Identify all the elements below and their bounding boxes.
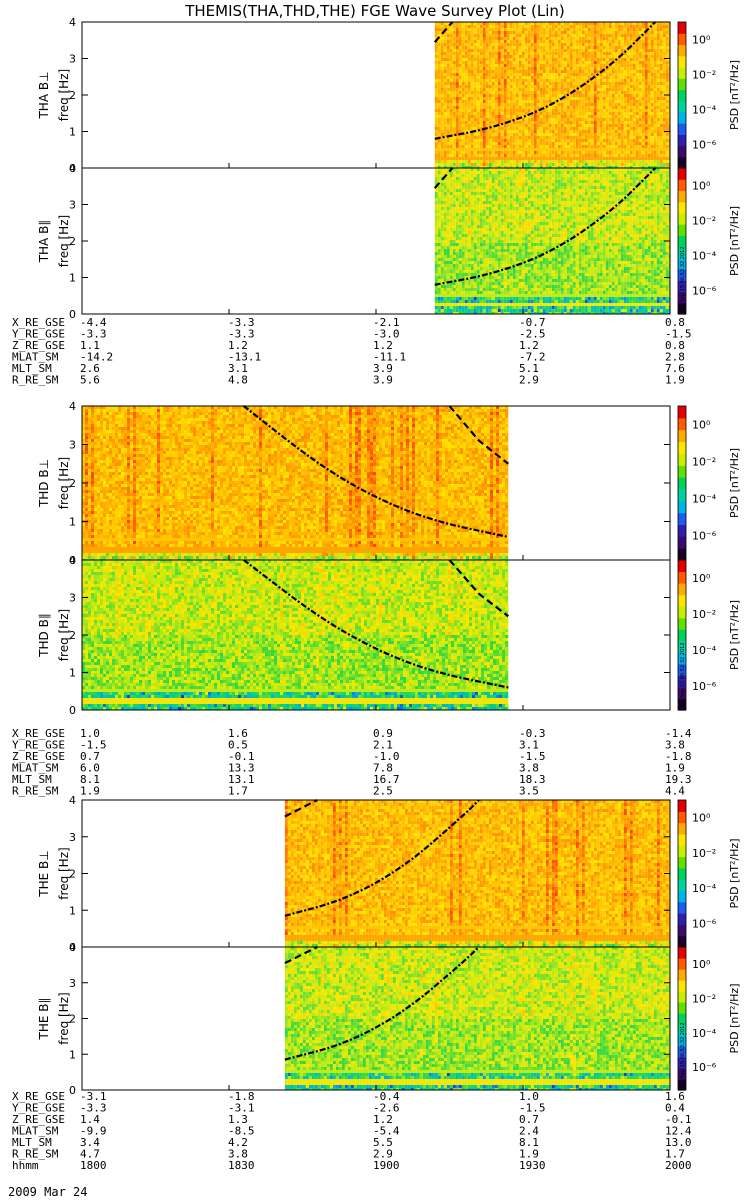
survey-plot: THEMIS(THA,THD,THE) FGE Wave Survey Plot… <box>0 0 750 1200</box>
y-tick-label: 0 <box>69 1084 76 1097</box>
colorbar-label: PSD [nT²/Hz] <box>728 448 741 518</box>
colorbar-tick-label: 10⁰ <box>692 572 711 585</box>
colorbar-tick-label: 10⁻⁴ <box>692 492 717 505</box>
time-tick-label: 1930 <box>519 1159 546 1172</box>
colorbar-tick-label: 10⁻⁶ <box>692 1061 717 1074</box>
orbit-label: R_RE_SM <box>12 374 59 387</box>
colorbar-tick-label: 10⁻⁶ <box>692 529 717 542</box>
date-label: 2009 Mar 24 <box>8 1185 87 1199</box>
y-tick-label: 3 <box>69 439 76 452</box>
panel-label: THA B∥ <box>37 220 51 264</box>
colorbar-tick-label: 10⁻² <box>692 847 716 860</box>
orbit-label: R_RE_SM <box>12 785 59 798</box>
orbit-value: 3.5 <box>519 785 539 798</box>
y-tick-label: 1 <box>69 516 76 529</box>
y-tick-label: 4 <box>69 554 76 567</box>
colorbar-tick-label: 10⁻⁶ <box>692 285 717 298</box>
colorbar-tick-label: 10⁰ <box>692 34 711 47</box>
colorbar-label: PSD [nT²/Hz] <box>728 838 741 908</box>
y-tick-label: 3 <box>69 199 76 212</box>
y-tick-label: 3 <box>69 831 76 844</box>
y-tick-label: 0 <box>69 308 76 321</box>
colorbar-tick-label: 10⁻² <box>692 608 716 621</box>
y-axis-label: freq [Hz] <box>57 215 71 267</box>
colorbar-tick-label: 10⁻⁴ <box>692 104 717 117</box>
y-axis-label: freq [Hz] <box>57 847 71 899</box>
y-axis-label: freq [Hz] <box>57 69 71 121</box>
y-tick-label: 1 <box>69 667 76 680</box>
panel-label: THA B⊥ <box>37 71 51 119</box>
panel-label: THE B⊥ <box>37 850 51 897</box>
colorbar-label: PSD [nT²/Hz] <box>728 206 741 276</box>
y-tick-label: 4 <box>69 16 76 29</box>
y-tick-label: 3 <box>69 977 76 990</box>
colorbar-tick-label: 10⁻⁴ <box>692 1027 717 1040</box>
colorbar-tick-label: 10⁻⁴ <box>692 250 717 263</box>
colorbar-label: PSD [nT²/Hz] <box>728 983 741 1053</box>
orbit-value: 1.9 <box>80 785 100 798</box>
spectrogram-cells <box>82 560 508 710</box>
y-axis-label: freq [Hz] <box>57 992 71 1044</box>
time-tick-label: 1800 <box>80 1159 107 1172</box>
orbit-value: 2.5 <box>373 785 393 798</box>
time-tick-label: 1830 <box>228 1159 255 1172</box>
orbit-value: 5.6 <box>80 374 100 387</box>
spectrogram-cells <box>285 947 670 1090</box>
colorbar-tick-label: 10⁻⁴ <box>692 882 717 895</box>
colorbar-label: PSD [nT²/Hz] <box>728 60 741 130</box>
y-axis-label: freq [Hz] <box>57 457 71 509</box>
colorbar-tick-label: 10⁻² <box>692 455 716 468</box>
y-tick-label: 1 <box>69 904 76 917</box>
colorbar-label: PSD [nT²/Hz] <box>728 600 741 670</box>
plot-title: THEMIS(THA,THD,THE) FGE Wave Survey Plot… <box>184 2 565 20</box>
y-axis-label: freq [Hz] <box>57 609 71 661</box>
colorbar-tick-label: 10⁰ <box>692 180 711 193</box>
panel-label: THD B⊥ <box>37 459 51 508</box>
colorbar-tick-label: 10⁻⁶ <box>692 918 717 931</box>
orbit-value: 3.9 <box>373 374 393 387</box>
y-tick-label: 4 <box>69 941 76 954</box>
y-tick-label: 1 <box>69 1048 76 1061</box>
timestamp: Sat Sep 15 06:52:32 2012 <box>680 642 686 708</box>
timestamp: Sat Sep 15 06:52:32 2012 <box>680 246 686 312</box>
colorbar-tick-label: 10⁰ <box>692 812 711 825</box>
y-tick-label: 0 <box>69 704 76 717</box>
colorbar-tick-label: 10⁻⁶ <box>692 680 717 693</box>
time-axis-label: hhmm <box>12 1159 39 1172</box>
y-tick-label: 3 <box>69 592 76 605</box>
y-tick-label: 4 <box>69 794 76 807</box>
colorbar-tick-label: 10⁻⁴ <box>692 644 717 657</box>
colorbar-tick-label: 10⁻² <box>692 993 716 1006</box>
orbit-value: 4.8 <box>228 374 248 387</box>
orbit-value: 1.9 <box>665 374 685 387</box>
orbit-value: 2.9 <box>519 374 539 387</box>
spectrogram-cells <box>285 800 670 947</box>
colorbar-tick-label: 10⁻² <box>692 69 716 82</box>
y-tick-label: 1 <box>69 126 76 139</box>
colorbar-tick-label: 10⁰ <box>692 419 711 432</box>
y-tick-label: 4 <box>69 400 76 413</box>
orbit-value: 4.4 <box>665 785 685 798</box>
y-tick-label: 1 <box>69 272 76 285</box>
time-tick-label: 1900 <box>373 1159 400 1172</box>
y-tick-label: 4 <box>69 162 76 175</box>
colorbar-tick-label: 10⁻⁶ <box>692 139 717 152</box>
panel-label: THE B∥ <box>37 998 51 1041</box>
panel-label: THD B∥ <box>37 613 51 658</box>
colorbar-tick-label: 10⁻² <box>692 215 716 228</box>
orbit-value: 1.7 <box>228 785 248 798</box>
time-tick-label: 2000 <box>665 1159 692 1172</box>
timestamp: Sat Sep 15 06:52:32 2012 <box>680 1022 686 1088</box>
colorbar-tick-label: 10⁰ <box>692 958 711 971</box>
y-tick-label: 3 <box>69 53 76 66</box>
spectrogram-cells <box>82 406 508 560</box>
